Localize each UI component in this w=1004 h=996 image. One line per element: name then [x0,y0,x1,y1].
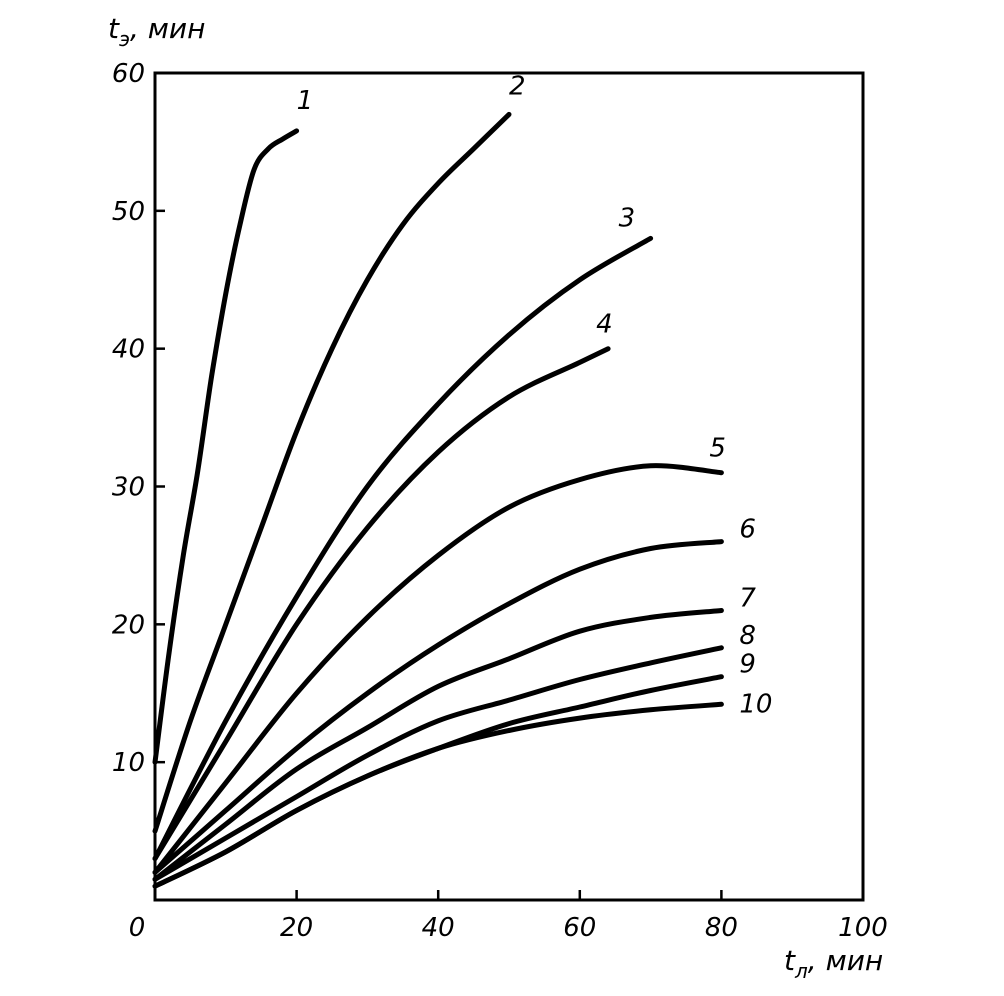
data-curves [152,111,724,889]
y-axis-label-main: t [108,12,120,45]
x-tick-label: 80 [705,913,738,943]
y-axis-label-unit: , мин [130,12,205,45]
curve-10 [152,701,724,889]
curve-5 [152,463,724,875]
x-tick-label: 0 [129,913,146,943]
curve-label-4: 4 [596,310,613,340]
y-axis-label-sub: э [119,27,130,51]
y-tick-label: 50 [112,197,145,227]
axis-tick-labels: 0 20 40 60 80 100 10 20 30 40 50 60 [112,59,888,943]
curve-6 [152,539,724,875]
x-tick-label: 20 [280,913,313,943]
curve-label-9: 9 [739,650,756,680]
y-tick-label: 30 [112,473,145,503]
x-tick-label: 40 [422,913,455,943]
curve-8 [152,645,724,882]
curve-3 [152,235,654,862]
curve-label-7: 7 [739,584,756,614]
x-axis-label-unit: , мин [808,944,883,977]
y-tick-label: 10 [112,748,145,778]
curve-7 [152,608,724,882]
curve-9 [152,674,724,889]
curve-2 [152,111,512,834]
y-tick-label: 20 [112,610,145,640]
x-axis-label: tл, мин [784,944,883,983]
curve-labels: 1 2 3 4 5 6 7 89 10 [297,71,773,719]
curve-label-2: 2 [509,71,526,101]
curve-label-6: 6 [739,515,756,545]
curve-label-3: 3 [619,203,636,233]
y-axis-label: tэ, мин [108,12,205,51]
curve-label-5: 5 [709,434,726,464]
curve-label-1: 1 [297,86,314,116]
x-axis-label-sub: л [794,959,808,983]
curve-4 [152,346,611,862]
curve-label-10: 10 [739,689,772,719]
curve-label-8: 8 [739,621,756,651]
y-tick-label: 60 [112,59,145,89]
curve-1 [152,128,300,765]
y-tick-label: 40 [112,335,145,365]
x-axis-label-main: t [784,944,796,977]
x-tick-label: 100 [838,913,888,943]
x-tick-label: 60 [563,913,596,943]
